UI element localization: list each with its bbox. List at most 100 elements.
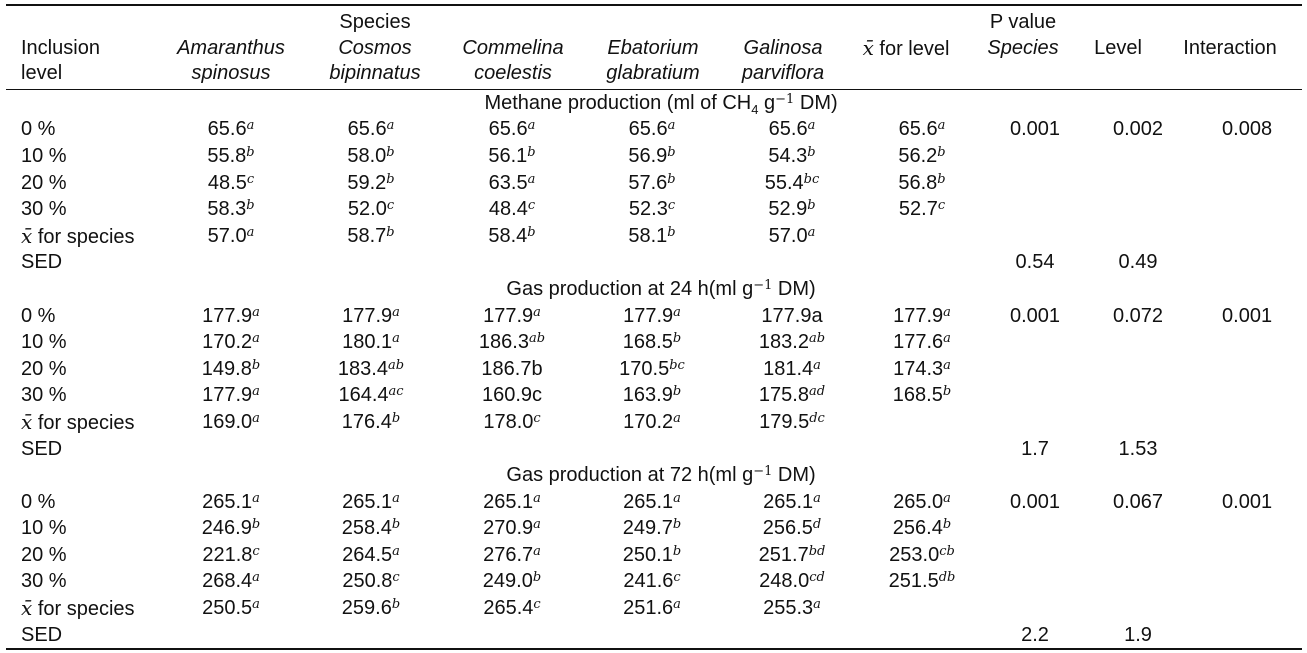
cell-value: 56.8 <box>898 171 938 194</box>
cell-letter: a <box>392 543 400 559</box>
header-xbar-level: x̄ for level <box>862 36 950 60</box>
p-value-cell: 0.008 <box>1222 118 1273 141</box>
table-row: 20 % 149.8b 183.4ab 186.7b 170.5bc 181.4a 174.… <box>16 356 1306 383</box>
row-label-text: 10 % <box>21 331 67 354</box>
value-cell: 58.3b <box>162 196 300 223</box>
cell-value: 177.9 <box>342 304 393 327</box>
value-cell: 58.7b <box>300 223 442 250</box>
value-cell: 259.6b <box>300 595 442 622</box>
cell-letter: b <box>942 384 952 400</box>
cell-value: 58.3 <box>207 198 247 221</box>
cell-letter: b <box>667 224 676 240</box>
cell-letter: b <box>937 171 946 187</box>
cell-letter: a <box>673 304 681 320</box>
cell-value: 183.4 <box>337 357 388 380</box>
value-cell: 248.0cd <box>722 569 862 596</box>
p-value-cell <box>982 542 1088 569</box>
value-cell <box>442 250 582 277</box>
cell-letter: c <box>533 410 541 426</box>
cell-letter: a <box>246 118 255 134</box>
cell-letter: a <box>252 384 260 400</box>
cell-value: 170.5 <box>619 357 670 380</box>
cell-value: 169.0 <box>202 410 253 433</box>
row-label-text: 30 % <box>21 384 67 407</box>
cell-letter: a <box>673 490 681 506</box>
cell-letter: b <box>807 144 816 160</box>
header-species-commelina: Commelina coelestis <box>462 37 564 84</box>
section-title-sup: −1 <box>753 277 773 293</box>
value-cell: 265.1a <box>162 489 300 516</box>
cell-value: 52.0 <box>347 198 387 221</box>
table-row: SED 1.7 1.53 <box>16 436 1306 463</box>
cell-letter: ac <box>388 384 404 400</box>
p-value-cell <box>1188 356 1306 383</box>
cell-value: 179.5 <box>759 410 810 433</box>
xbar-symbol: x̄ <box>21 223 33 248</box>
table-row: 10 % 170.2a 180.1a 186.3ab 168.5b 183.2ab 177.… <box>16 329 1306 356</box>
cell-value: 48.4 <box>488 198 528 221</box>
bottom-rule <box>6 648 1302 650</box>
header-species-ebatorium: Ebatorium glabratium <box>606 37 700 84</box>
row-label: 0 % <box>16 489 162 516</box>
cell-value: 168.5 <box>892 384 943 407</box>
cell-value: 178.0 <box>483 410 534 433</box>
value-cell: 65.6a <box>862 117 982 144</box>
cell-letter: cd <box>809 570 825 586</box>
cell-letter: a <box>943 304 951 320</box>
cell-value: 177.9 <box>483 304 534 327</box>
p-value-cell <box>1088 223 1188 250</box>
value-cell: 174.3a <box>862 356 982 383</box>
value-cell: 250.5a <box>162 595 300 622</box>
p-value-cell <box>1088 383 1188 410</box>
value-cell: 52.9b <box>722 196 862 223</box>
value-cell <box>862 409 982 436</box>
cell-letter: a <box>533 543 541 559</box>
value-cell: 58.0b <box>300 143 442 170</box>
cell-letter: a <box>943 357 951 373</box>
row-label-text: 0 % <box>21 304 56 327</box>
p-value-cell <box>1188 569 1306 596</box>
value-cell <box>722 250 862 277</box>
value-cell: 249.7b <box>582 516 722 543</box>
cell-value: 56.1 <box>488 144 528 167</box>
value-cell <box>442 622 582 649</box>
table-row: 30 % 58.3b 52.0c 48.4c 52.3c 52.9b 52.7c <box>16 196 1306 223</box>
table-row: x̄ for species 57.0a 58.7b 58.4b 58.1b 57.0a <box>16 223 1306 250</box>
value-cell: 250.1b <box>582 542 722 569</box>
cell-value: 52.3 <box>628 198 668 221</box>
table-row: SED 2.2 1.9 <box>16 622 1306 649</box>
value-cell: 168.5b <box>862 383 982 410</box>
header-p-value: P value <box>989 11 1057 33</box>
section-title: Gas production at 24 h(ml g−1 DM) <box>16 276 1306 303</box>
top-rule <box>6 4 1302 6</box>
cell-letter: b <box>251 517 261 533</box>
value-cell: 181.4a <box>722 356 862 383</box>
value-cell: 177.6a <box>862 329 982 356</box>
value-cell: 180.1a <box>300 329 442 356</box>
p-value-cell: 0.001 <box>1009 118 1061 141</box>
value-cell <box>162 250 300 277</box>
xbar-symbol: x̄ <box>21 596 33 621</box>
p-value-cell <box>1088 170 1188 197</box>
p-value-cell <box>1088 329 1188 356</box>
value-cell: 56.1b <box>442 143 582 170</box>
p-value-cell <box>982 329 1088 356</box>
row-label: x̄ for species <box>16 409 162 436</box>
value-cell: 57.6b <box>582 170 722 197</box>
value-cell: 177.9a <box>722 303 862 330</box>
cell-letter: c <box>937 198 946 214</box>
table-row: 0 % 177.9a 177.9a 177.9a 177.9a 177.9a 177.9a 0… <box>16 303 1306 330</box>
value-cell: 177.9a <box>862 303 982 330</box>
p-value-cell <box>982 409 1088 436</box>
cell-value: 58.7 <box>347 224 387 247</box>
cell-letter: bc <box>803 171 820 187</box>
cell-value: 265.1 <box>763 490 814 513</box>
p-value-cell: 0.001 <box>1009 490 1061 513</box>
cell-value: 276.7 <box>483 543 534 566</box>
value-cell: 265.1a <box>442 489 582 516</box>
cell-letter: b <box>386 224 395 240</box>
value-cell <box>722 436 862 463</box>
section-title-sup: −1 <box>775 91 795 107</box>
value-cell: 57.0a <box>722 223 862 250</box>
cell-value: 57.0 <box>207 224 247 247</box>
